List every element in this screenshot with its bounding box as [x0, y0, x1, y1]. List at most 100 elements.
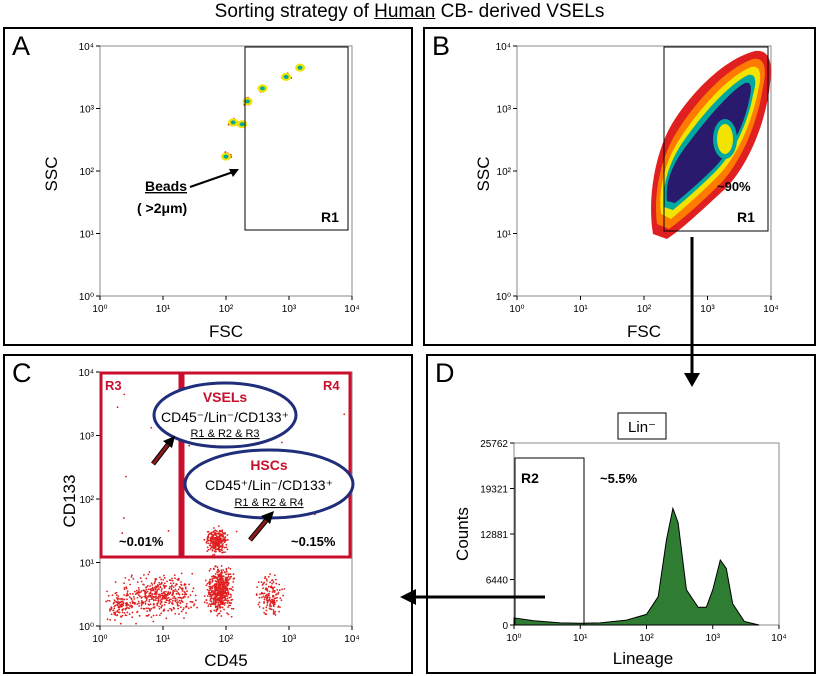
- panel-b-gate-r1: [663, 46, 769, 232]
- y-tick-label: 19321: [480, 485, 508, 496]
- x-tick-label: 10⁰: [509, 304, 524, 315]
- panel-d-plot: Lin⁻ 25762 19321 12881 6440 0 10⁰ 10¹ 10² 10³ 10…: [453, 412, 787, 668]
- y-tick-label: 10¹: [80, 559, 95, 570]
- figure-title: Sorting strategy of Human CB- derived VS…: [0, 0, 819, 26]
- x-tick-label: 10⁰: [92, 634, 107, 645]
- x-tick-label: 10⁰: [92, 304, 107, 315]
- y-tick-label: 10¹: [497, 230, 512, 241]
- panel-c-xlabel: CD45: [204, 651, 247, 670]
- panel-a-beads-arrow: [189, 171, 234, 188]
- x-tick-label: 10²: [639, 633, 654, 644]
- panel-a: A 10⁰ 10¹ 10² 10³ 10⁴ 10⁰ 10¹ 10² 10³ 10⁴ SSC FS…: [3, 27, 413, 346]
- x-tick-label: 10⁴: [771, 633, 786, 644]
- panel-d-lin-box: Lin⁻: [617, 412, 667, 440]
- panel-d-histogram: [513, 506, 760, 626]
- panel-b-gate-percent: ~90%: [717, 179, 751, 194]
- panel-c-vsels-phenotype: CD45⁻/Lin⁻/CD133⁺: [161, 409, 289, 425]
- y-tick-label: 10³: [80, 432, 95, 443]
- x-tick-label: 10³: [282, 304, 297, 315]
- panel-d-gate-label: R2: [521, 470, 539, 486]
- panel-b-gate-label: R1: [737, 209, 755, 225]
- title-text-suffix: CB- derived VSELs: [435, 1, 605, 22]
- panel-a-gate-label: R1: [321, 209, 339, 225]
- y-tick-label: 10²: [80, 495, 95, 506]
- x-tick-label: 10⁰: [506, 633, 521, 644]
- panel-c-vsels-arrow: [151, 436, 175, 466]
- y-tick-label: 0: [502, 621, 508, 632]
- panel-c-gate-r4: [181, 371, 352, 559]
- x-tick-label: 10¹: [156, 304, 171, 315]
- panel-a-bead-clusters: [221, 63, 306, 161]
- y-tick-label: 10⁴: [496, 42, 511, 53]
- panel-d-lin-label: Lin⁻: [628, 419, 656, 436]
- panel-b-ylabel: SSC: [474, 157, 493, 192]
- panel-b-letter: B: [432, 31, 451, 61]
- y-tick-label: 10¹: [80, 230, 95, 241]
- panel-a-beads-label: Beads: [145, 178, 187, 194]
- panel-c-vsels-annotation: VSELs CD45⁻/Lin⁻/CD133⁺ R1 & R2 & R3: [152, 381, 298, 449]
- y-tick-label: 10⁰: [79, 292, 94, 303]
- x-tick-label: 10²: [637, 304, 652, 315]
- panel-c-letter: C: [12, 358, 32, 388]
- panel-d-gate-percent: ~5.5%: [600, 471, 638, 486]
- y-tick-label: 25762: [480, 439, 508, 450]
- title-text: Sorting strategy of: [214, 1, 375, 22]
- x-tick-label: 10³: [706, 633, 721, 644]
- x-tick-label: 10²: [219, 634, 234, 645]
- y-tick-label: 10⁰: [496, 292, 511, 303]
- panel-c-vsels-gates: R1 & R2 & R3: [190, 428, 259, 440]
- panel-a-xlabel: FSC: [209, 322, 243, 341]
- panel-c-hscs-arrow: [248, 511, 274, 542]
- y-tick-label: 10⁴: [79, 368, 94, 379]
- panel-b: B 10⁰ 10¹ 10² 10³ 10⁴ 10⁰ 10¹ 10² 10³ 10⁴ SSC FS…: [423, 27, 816, 346]
- y-tick-label: 10²: [497, 167, 512, 178]
- panel-c-hscs-title: HSCs: [250, 457, 288, 473]
- panel-a-beads-arrowhead: [229, 169, 239, 177]
- panel-c-hscs-gates: R1 & R2 & R4: [234, 497, 303, 509]
- panel-c: C 10⁰ 10¹ 10² 10³ 10⁴ 10⁰ 10¹ 10² 10³ 10⁴ CD133 …: [3, 354, 413, 674]
- y-tick-label: 10⁰: [79, 622, 94, 633]
- x-tick-label: 10³: [282, 634, 297, 645]
- panel-c-vsels-title: VSELs: [203, 389, 248, 405]
- y-tick-label: 12881: [480, 530, 508, 541]
- panel-d-xlabel: Lineage: [613, 649, 674, 668]
- x-tick-label: 10¹: [573, 304, 588, 315]
- panel-b-xlabel: FSC: [627, 322, 661, 341]
- panel-c-r4-percent: ~0.15%: [291, 534, 336, 549]
- panel-d-ylabel: Counts: [453, 507, 472, 561]
- panel-c-hscs-annotation: HSCs CD45⁺/Lin⁻/CD133⁺ R1 & R2 & R4: [183, 448, 355, 520]
- panel-d: D Lin⁻ 25762 19321 12881 6440 0 10⁰ 10¹ 10² 10³…: [426, 354, 816, 674]
- panel-c-scatter-points: [105, 393, 346, 625]
- panel-c-ylabel: CD133: [60, 475, 79, 528]
- x-tick-label: 10¹: [573, 633, 588, 644]
- panel-c-gate-r3: [99, 371, 182, 559]
- panel-a-ylabel: SSC: [42, 157, 61, 192]
- y-tick-label: 10²: [80, 167, 95, 178]
- panel-b-density-plot: [651, 50, 772, 239]
- title-underlined-text: Human: [374, 1, 436, 22]
- y-tick-label: 10³: [80, 105, 95, 116]
- panel-a-beads-size: ( >2μm): [137, 200, 187, 216]
- panel-b-axes: 10⁰ 10¹ 10² 10³ 10⁴ 10⁰ 10¹ 10² 10³ 10⁴: [496, 42, 779, 315]
- x-tick-label: 10³: [700, 304, 715, 315]
- panel-a-axes: 10⁰ 10¹ 10² 10³ 10⁴ 10⁰ 10¹ 10² 10³ 10⁴: [79, 42, 360, 315]
- x-tick-label: 10⁴: [344, 634, 359, 645]
- x-tick-label: 10¹: [156, 634, 171, 645]
- y-tick-label: 6440: [486, 576, 509, 587]
- panel-a-gate-r1: [244, 46, 349, 231]
- panel-c-gate-r3-label: R3: [105, 378, 122, 393]
- x-tick-label: 10⁴: [763, 304, 778, 315]
- panel-c-plot: 10⁰ 10¹ 10² 10³ 10⁴ 10⁰ 10¹ 10² 10³ 10⁴ CD133 CD…: [60, 368, 360, 670]
- panel-c-gate-r4-label: R4: [323, 378, 340, 393]
- x-tick-label: 10²: [219, 304, 234, 315]
- panel-d-gate-r2: [514, 457, 585, 626]
- y-tick-label: 10³: [497, 105, 512, 116]
- x-tick-label: 10⁴: [344, 304, 359, 315]
- panel-a-letter: A: [12, 31, 31, 61]
- panel-d-letter: D: [435, 358, 455, 388]
- panel-c-hscs-phenotype: CD45⁺/Lin⁻/CD133⁺: [205, 477, 333, 493]
- y-tick-label: 10⁴: [79, 42, 94, 53]
- panel-c-r3-percent: ~0.01%: [119, 534, 164, 549]
